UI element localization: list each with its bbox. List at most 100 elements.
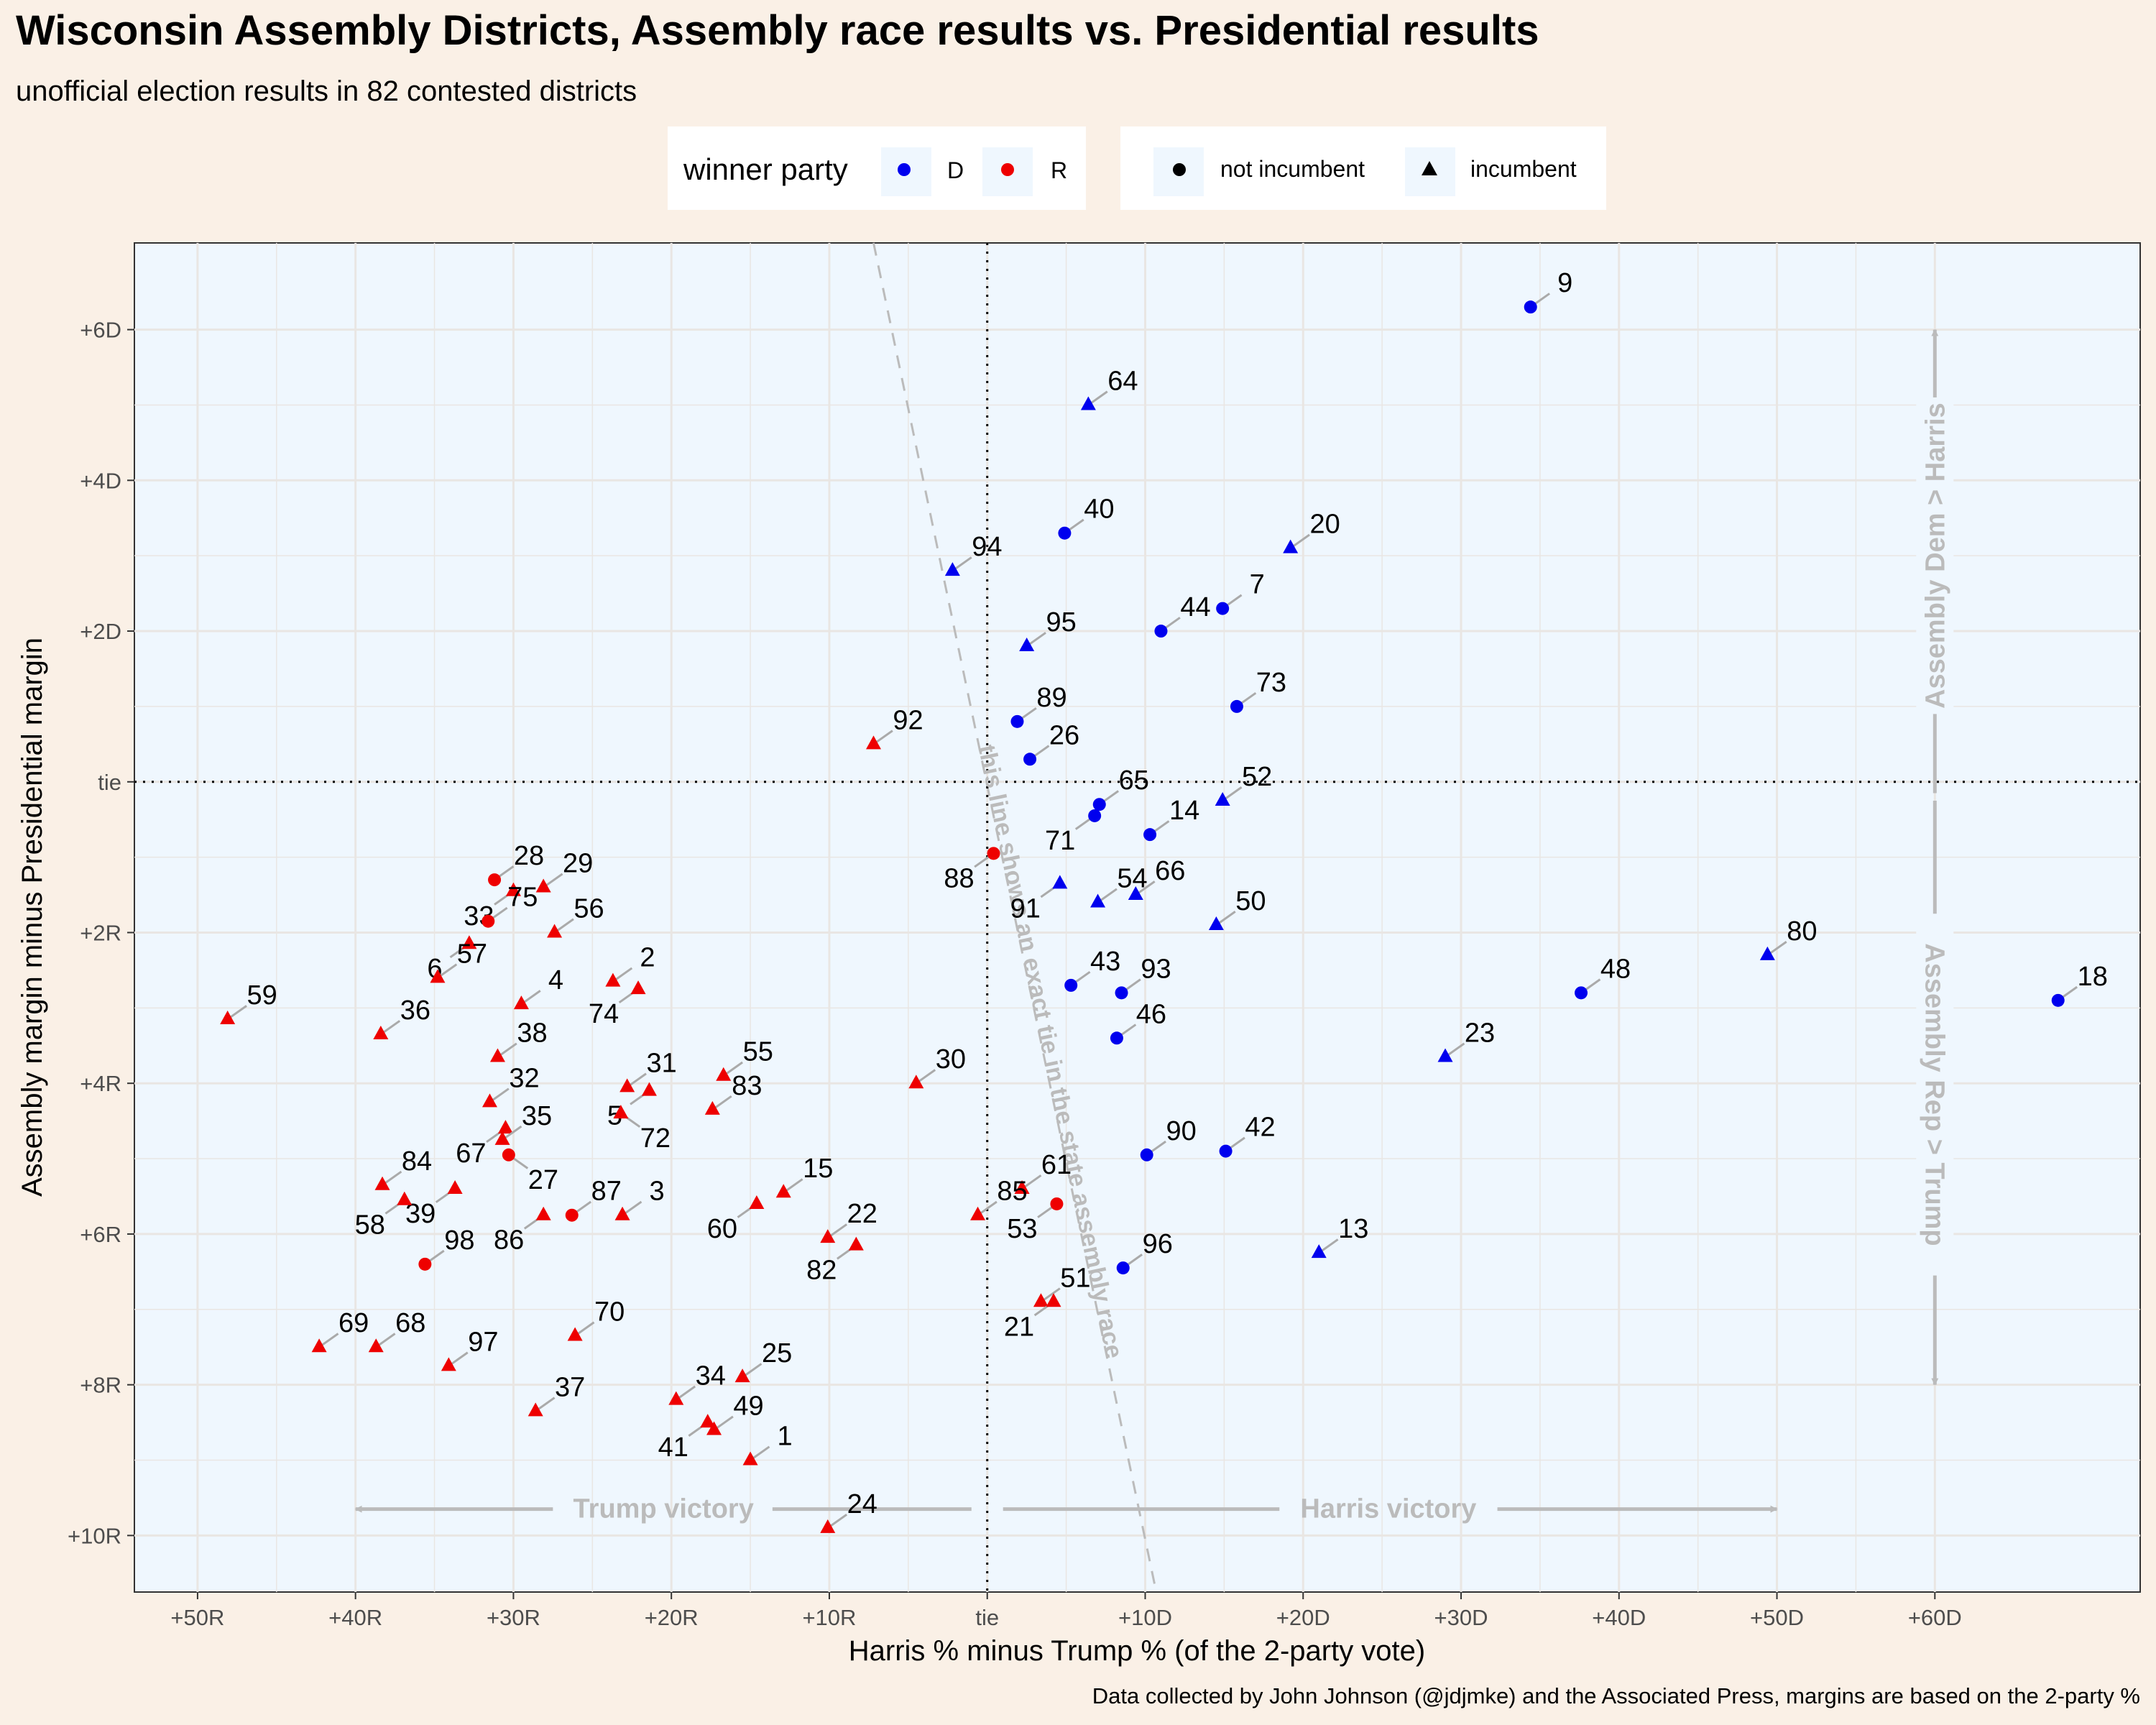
district-34-marker bbox=[668, 1391, 684, 1405]
district-70-marker bbox=[567, 1327, 583, 1341]
district-1-marker bbox=[742, 1451, 758, 1466]
district-67-marker bbox=[497, 1120, 513, 1134]
district-49-marker bbox=[706, 1421, 722, 1435]
district-91-marker bbox=[1052, 875, 1068, 889]
legend-not-incumbent-label: not incumbent bbox=[1220, 156, 1365, 182]
legend-incumbent-label: incumbent bbox=[1470, 156, 1577, 182]
district-41-marker bbox=[700, 1414, 716, 1428]
district-92-marker bbox=[865, 735, 881, 750]
district-57-label: 57 bbox=[457, 939, 487, 969]
district-25-label: 25 bbox=[762, 1338, 792, 1368]
x-tick-label: +50D bbox=[1750, 1605, 1804, 1630]
district-24-marker bbox=[820, 1519, 836, 1533]
district-31-marker bbox=[619, 1078, 635, 1092]
district-88-marker bbox=[987, 847, 1000, 860]
district-15-marker bbox=[775, 1184, 791, 1198]
legend-rep-marker bbox=[1001, 163, 1014, 176]
district-60-marker bbox=[749, 1195, 765, 1209]
district-91-label: 91 bbox=[1010, 893, 1041, 924]
district-59-label: 59 bbox=[247, 980, 277, 1011]
district-82-label: 82 bbox=[806, 1256, 837, 1286]
district-44-label: 44 bbox=[1180, 592, 1210, 622]
district-38-marker bbox=[489, 1048, 505, 1062]
y-tick-label: +8R bbox=[80, 1373, 121, 1398]
district-72-label: 72 bbox=[640, 1123, 671, 1154]
rep-greater-label: Assembly Rep > Trump bbox=[1919, 943, 1949, 1246]
district-4-marker bbox=[513, 995, 529, 1010]
x-tick-label: +10D bbox=[1118, 1605, 1172, 1630]
district-68-label: 68 bbox=[395, 1308, 425, 1338]
district-31-label: 31 bbox=[647, 1048, 677, 1078]
district-34-label: 34 bbox=[696, 1361, 726, 1392]
district-42-label: 42 bbox=[1245, 1113, 1275, 1143]
district-71-label: 71 bbox=[1045, 826, 1075, 856]
district-23-label: 23 bbox=[1465, 1018, 1495, 1048]
district-87-label: 87 bbox=[591, 1177, 622, 1207]
district-80-label: 80 bbox=[1787, 916, 1817, 947]
district-43-marker bbox=[1064, 978, 1078, 992]
chart-caption: Data collected by John Johnson (@jdjmke)… bbox=[1092, 1683, 2140, 1708]
district-64-label: 64 bbox=[1107, 366, 1138, 396]
district-94-label: 94 bbox=[972, 532, 1002, 562]
district-1-label: 1 bbox=[778, 1421, 793, 1451]
legend-incumbent: not incumbent incumbent bbox=[1120, 126, 1606, 210]
district-94-marker bbox=[944, 562, 960, 576]
legend-rep-label: R bbox=[1051, 157, 1067, 183]
district-98-label: 98 bbox=[444, 1225, 474, 1256]
district-51-label: 51 bbox=[1060, 1263, 1090, 1293]
grid bbox=[134, 243, 2140, 1592]
district-59-marker bbox=[220, 1011, 236, 1025]
legend-incumbent-marker bbox=[1422, 161, 1437, 175]
district-9-label: 9 bbox=[1557, 268, 1572, 298]
district-28-marker bbox=[488, 873, 502, 887]
district-93-marker bbox=[1115, 986, 1128, 1000]
district-50-marker bbox=[1208, 916, 1224, 930]
district-37-marker bbox=[528, 1402, 543, 1417]
district-27-label: 27 bbox=[528, 1165, 558, 1195]
district-2-marker bbox=[605, 972, 621, 987]
harris-victory-label: Harris victory bbox=[1300, 1494, 1476, 1524]
district-4-label: 4 bbox=[548, 965, 563, 995]
district-6-marker bbox=[461, 935, 477, 949]
district-54-marker bbox=[1090, 893, 1106, 908]
district-48-marker bbox=[1575, 986, 1588, 1000]
district-61-label: 61 bbox=[1041, 1150, 1072, 1180]
district-75-label: 75 bbox=[507, 883, 538, 913]
district-53-label: 53 bbox=[1007, 1214, 1037, 1244]
district-32-marker bbox=[482, 1093, 497, 1108]
x-tick-label: +50R bbox=[170, 1605, 224, 1630]
district-2-label: 2 bbox=[640, 943, 655, 973]
district-61-marker bbox=[1014, 1179, 1030, 1194]
district-7-marker bbox=[1216, 602, 1230, 615]
district-38-label: 38 bbox=[517, 1018, 547, 1048]
district-28-label: 28 bbox=[514, 841, 544, 871]
y-tick-label: +2D bbox=[80, 619, 121, 644]
district-48-label: 48 bbox=[1600, 954, 1631, 984]
district-22-marker bbox=[820, 1229, 836, 1243]
district-41-label: 41 bbox=[658, 1432, 688, 1463]
district-14-marker bbox=[1143, 828, 1157, 842]
district-83-marker bbox=[704, 1100, 720, 1115]
district-67-label: 67 bbox=[456, 1138, 486, 1169]
district-15-label: 15 bbox=[803, 1154, 833, 1184]
district-64-marker bbox=[1080, 396, 1096, 410]
district-95-marker bbox=[1019, 638, 1035, 652]
x-tick-label: tie bbox=[975, 1605, 999, 1630]
district-73-label: 73 bbox=[1256, 668, 1286, 698]
district-74-marker bbox=[630, 980, 646, 995]
legend-dem-label: D bbox=[947, 157, 964, 183]
district-13-label: 13 bbox=[1338, 1214, 1368, 1244]
district-33-marker bbox=[505, 882, 521, 896]
district-90-label: 90 bbox=[1166, 1116, 1197, 1146]
district-52-marker bbox=[1215, 791, 1230, 806]
y-tick-label: +2R bbox=[80, 920, 121, 945]
district-35-marker bbox=[494, 1131, 510, 1145]
district-96-marker bbox=[1116, 1261, 1130, 1275]
district-60-label: 60 bbox=[707, 1214, 737, 1244]
district-85-label: 85 bbox=[997, 1177, 1027, 1207]
district-39-marker bbox=[447, 1179, 463, 1194]
district-52-label: 52 bbox=[1242, 762, 1272, 792]
district-80-marker bbox=[1759, 946, 1775, 960]
district-68-marker bbox=[368, 1338, 384, 1353]
